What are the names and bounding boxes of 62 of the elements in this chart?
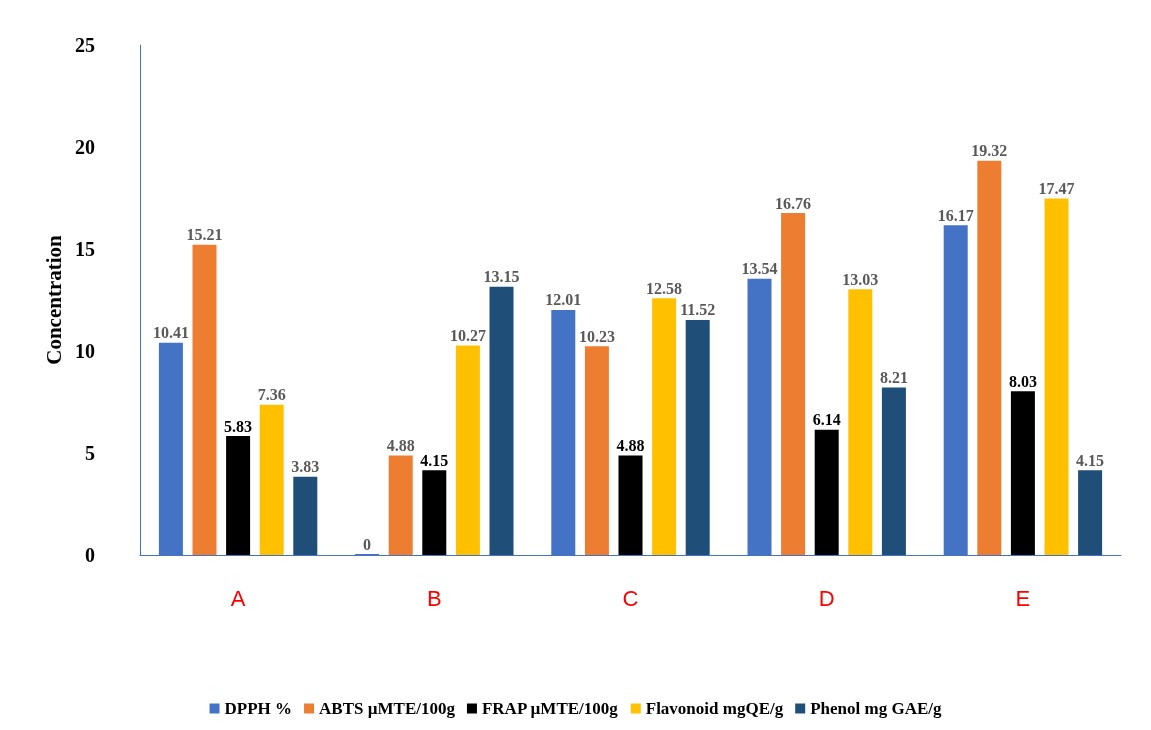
data-label: 16.76 xyxy=(775,194,812,212)
data-label: 10.41 xyxy=(152,324,189,342)
legend-label: DPPH % xyxy=(224,699,293,718)
bar xyxy=(259,404,284,555)
bar xyxy=(618,455,643,555)
legend-label: Flavonoid mgQE/g xyxy=(645,699,784,718)
y-tick-label: 10 xyxy=(75,340,95,362)
bar xyxy=(652,298,677,555)
legend-label: FRAP µMTE/100g xyxy=(481,699,619,718)
data-label: 12.58 xyxy=(646,279,683,297)
bar xyxy=(422,470,447,555)
bar xyxy=(293,476,318,555)
data-label: 12.01 xyxy=(545,291,582,309)
bar xyxy=(814,429,839,555)
legend-label: ABTS µMTE/100g xyxy=(319,699,456,718)
x-tick-label: C xyxy=(622,585,639,611)
y-tick-label: 5 xyxy=(85,442,95,464)
data-label: 8.03 xyxy=(1008,372,1037,390)
data-label: 13.54 xyxy=(741,260,778,278)
data-label: 11.52 xyxy=(680,301,716,319)
bar xyxy=(1078,470,1103,555)
data-label: 15.21 xyxy=(186,226,223,244)
bar xyxy=(226,436,251,555)
data-label: 3.83 xyxy=(291,458,320,476)
x-tick-label: A xyxy=(230,585,246,611)
bar xyxy=(455,345,480,555)
x-tick-label: B xyxy=(426,585,442,611)
data-label: 5.83 xyxy=(224,417,253,435)
bar xyxy=(1044,198,1069,555)
y-tick-label: 0 xyxy=(85,544,95,566)
data-label: 0 xyxy=(363,535,372,553)
y-tick-label: 15 xyxy=(75,238,95,260)
data-label: 19.32 xyxy=(971,142,1008,160)
legend-label: Phenol mg GAE/g xyxy=(810,699,942,718)
data-label: 16.17 xyxy=(937,206,974,224)
data-label: 4.88 xyxy=(616,436,645,454)
data-label: 8.21 xyxy=(879,369,908,387)
data-label: 7.36 xyxy=(257,386,286,404)
bar xyxy=(977,160,1002,555)
bar xyxy=(584,346,609,555)
bar xyxy=(388,455,413,555)
data-label: 17.47 xyxy=(1038,180,1075,198)
bar xyxy=(685,319,710,555)
bar xyxy=(1010,391,1035,555)
bar xyxy=(192,244,217,555)
data-label: 13.15 xyxy=(483,268,520,286)
x-tick-label: D xyxy=(818,585,835,611)
data-label: 10.27 xyxy=(449,326,486,344)
data-label: 4.15 xyxy=(420,451,449,469)
y-tick-label: 25 xyxy=(75,34,95,56)
x-tick-label: E xyxy=(1015,585,1031,611)
y-tick-label: 20 xyxy=(75,136,95,158)
data-label: 6.14 xyxy=(812,411,841,429)
y-axis-title: Concentration xyxy=(41,234,66,365)
bar xyxy=(848,289,873,555)
bar xyxy=(489,286,514,555)
data-label: 4.88 xyxy=(386,436,415,454)
data-label: 10.23 xyxy=(578,327,615,345)
bar xyxy=(881,387,906,555)
data-label: 4.15 xyxy=(1076,451,1105,469)
bar xyxy=(781,213,806,555)
data-label: 13.03 xyxy=(842,270,879,288)
